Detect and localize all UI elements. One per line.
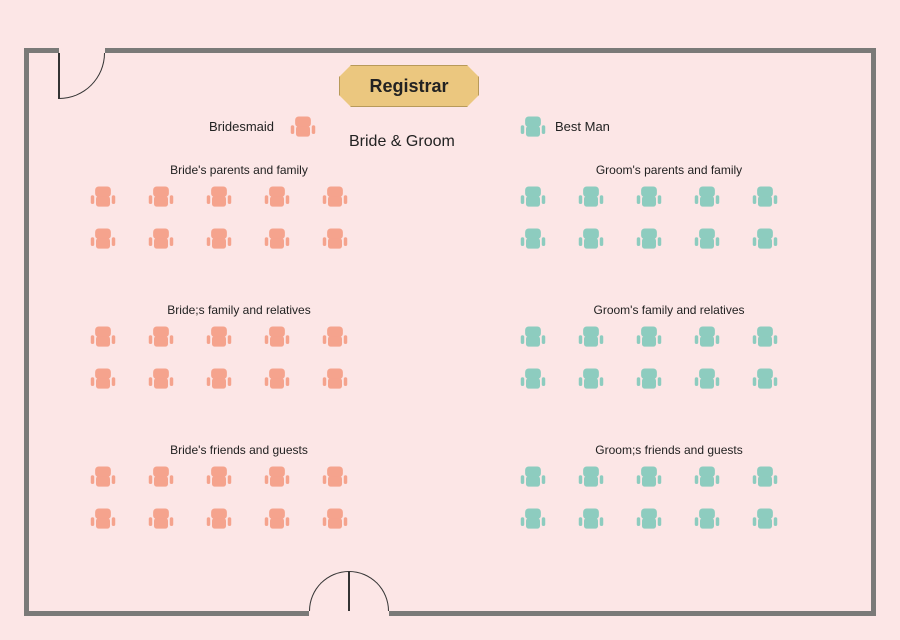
seat-chair xyxy=(205,323,233,351)
seat-chair xyxy=(263,463,291,491)
seat-chair xyxy=(635,505,663,533)
bridesmaid-label: Bridesmaid xyxy=(209,119,274,134)
seat-chair xyxy=(693,365,721,393)
door-top-left-leaf xyxy=(58,53,60,99)
seat-chair xyxy=(751,463,779,491)
seat-chair xyxy=(519,505,547,533)
seat-chair xyxy=(751,365,779,393)
seat-chair xyxy=(263,505,291,533)
seat-chair xyxy=(693,225,721,253)
seat-chair xyxy=(147,183,175,211)
seat-chair xyxy=(577,505,605,533)
seat-chair xyxy=(89,225,117,253)
door-top-left-arc xyxy=(59,53,105,99)
registrar-box: Registrar xyxy=(339,65,479,107)
groom-block-0 xyxy=(519,183,795,263)
seat-chair xyxy=(321,183,349,211)
groom-block-1-label: Groom's family and relatives xyxy=(519,303,819,317)
seat-chair xyxy=(147,323,175,351)
seat-chair xyxy=(693,505,721,533)
door-bottom-gap xyxy=(309,611,389,616)
bridesmaid-chair xyxy=(289,113,317,146)
seat-chair xyxy=(205,183,233,211)
seat-chair xyxy=(693,183,721,211)
seat-chair xyxy=(89,505,117,533)
seat-chair xyxy=(147,365,175,393)
door-bottom-left-leaf xyxy=(309,571,349,611)
seat-chair xyxy=(263,365,291,393)
door-bottom-center-line xyxy=(348,571,350,611)
seat-chair xyxy=(321,365,349,393)
bestman-chair xyxy=(519,113,547,146)
groom-block-2-label: Groom;s friends and guests xyxy=(519,443,819,457)
groom-block-0-label: Groom's parents and family xyxy=(519,163,819,177)
seat-chair xyxy=(519,323,547,351)
bride-block-0 xyxy=(89,183,365,263)
bride-groom-label: Bride & Groom xyxy=(349,133,455,151)
seat-chair xyxy=(263,323,291,351)
seat-chair xyxy=(89,463,117,491)
door-bottom-right-leaf xyxy=(349,571,389,611)
seat-chair xyxy=(519,225,547,253)
seat-chair xyxy=(751,323,779,351)
seat-chair xyxy=(147,505,175,533)
seat-chair xyxy=(693,463,721,491)
bride-block-0-label: Bride's parents and family xyxy=(89,163,389,177)
seat-chair xyxy=(635,365,663,393)
seat-chair xyxy=(321,505,349,533)
registrar-label: Registrar xyxy=(369,76,448,97)
seat-chair xyxy=(635,183,663,211)
bride-block-1-label: Bride;s family and relatives xyxy=(89,303,389,317)
seat-chair xyxy=(321,463,349,491)
seat-chair xyxy=(89,365,117,393)
groom-block-2 xyxy=(519,463,795,543)
seat-chair xyxy=(519,183,547,211)
seat-chair xyxy=(89,323,117,351)
seat-chair xyxy=(635,323,663,351)
seat-chair xyxy=(147,463,175,491)
seat-chair xyxy=(751,183,779,211)
seat-chair xyxy=(263,225,291,253)
seat-chair xyxy=(89,183,117,211)
bride-block-2 xyxy=(89,463,365,543)
seat-chair xyxy=(321,323,349,351)
seat-chair xyxy=(635,463,663,491)
bestman-label: Best Man xyxy=(555,119,610,134)
seat-chair xyxy=(577,365,605,393)
seat-chair xyxy=(263,183,291,211)
bride-block-1 xyxy=(89,323,365,403)
seat-chair xyxy=(205,463,233,491)
seat-chair xyxy=(751,505,779,533)
bride-block-2-label: Bride's friends and guests xyxy=(89,443,389,457)
seat-chair xyxy=(205,365,233,393)
seat-chair xyxy=(205,225,233,253)
seat-chair xyxy=(321,225,349,253)
seat-chair xyxy=(147,225,175,253)
seat-chair xyxy=(751,225,779,253)
seat-chair xyxy=(693,323,721,351)
groom-block-1 xyxy=(519,323,795,403)
seat-chair xyxy=(577,225,605,253)
seat-chair xyxy=(577,323,605,351)
seat-chair xyxy=(577,463,605,491)
seat-chair xyxy=(635,225,663,253)
seat-chair xyxy=(519,463,547,491)
room-outline: Registrar Bridesmaid Bride & Groom Best … xyxy=(24,48,876,616)
seat-chair xyxy=(205,505,233,533)
seat-chair xyxy=(577,183,605,211)
seat-chair xyxy=(519,365,547,393)
